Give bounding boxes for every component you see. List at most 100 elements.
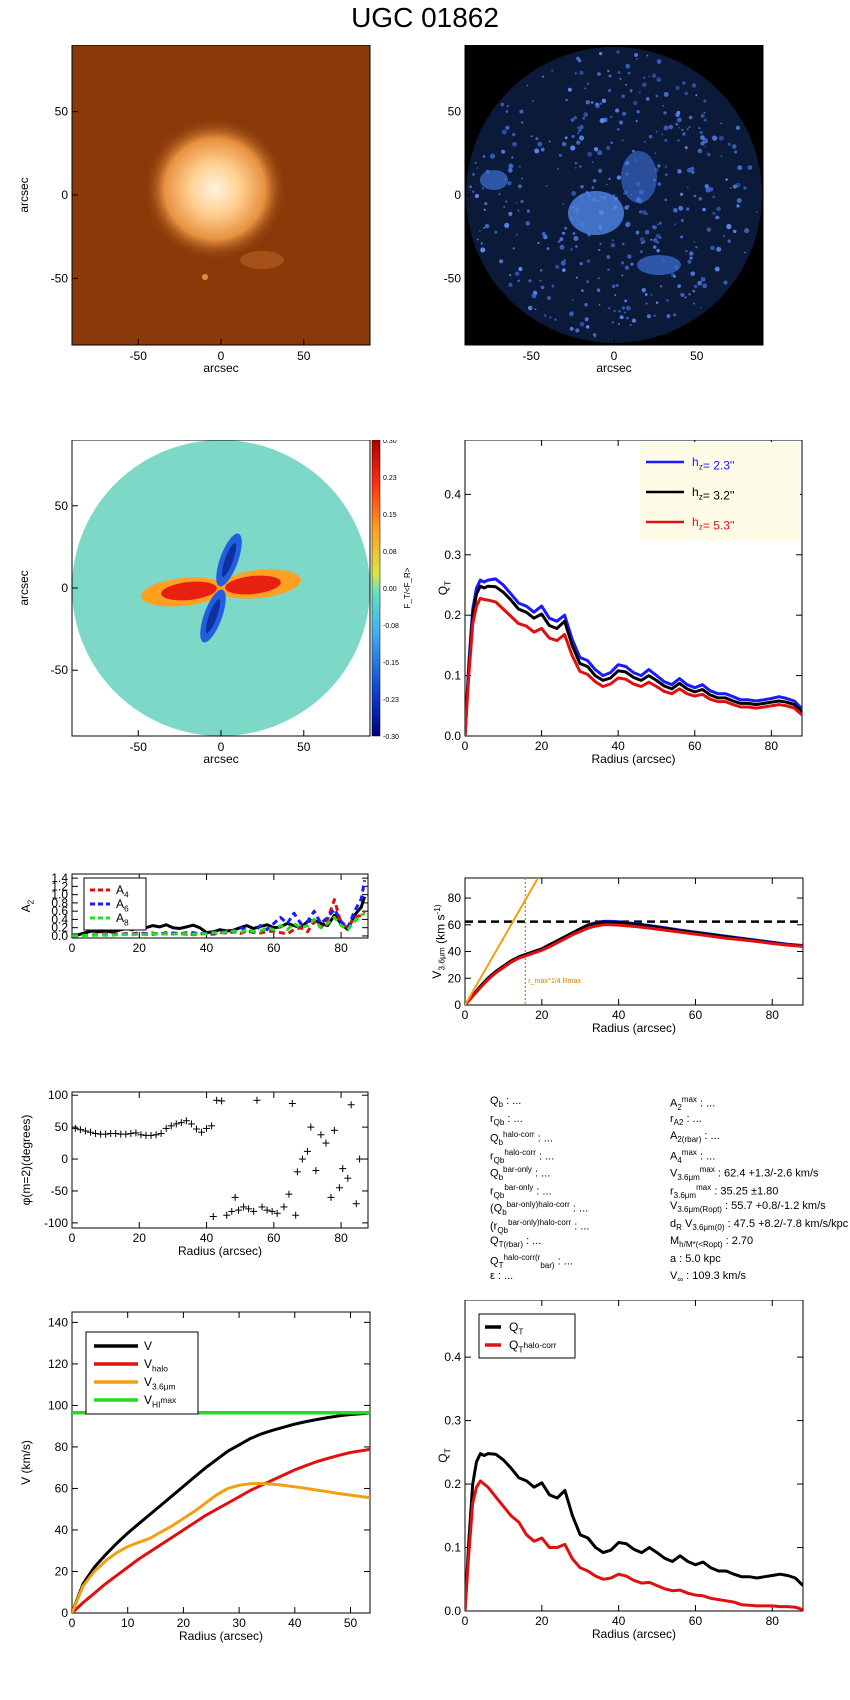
y-tick-label: 20 [55,1564,69,1578]
force-map-panel: -50 0 50 50 0 -50 arcsec arcsec 0.30 0.23 0.15 0.08… [17,440,412,766]
legend-label: A6 [116,897,129,914]
x-tick-label: 50 [344,1616,358,1630]
y-tick-label: 0.0 [444,1604,461,1618]
param-line: QThalo-corr(rbar) : ... [490,1252,573,1270]
phase-point [147,1131,155,1139]
x-tick-label: 80 [334,941,348,955]
phase-point [92,1130,100,1138]
phase-point [192,1125,200,1133]
rotation-decomposition-chart: 0 10 20 30 40 50 0 20 40 60 80 100 120 140 Radius (arc… [19,1311,371,1643]
y-axis-label: arcsec [17,177,31,212]
param-line: QT(rbar) : ... [490,1235,542,1250]
y-tick-label: 60 [448,918,462,932]
phase-point [218,1097,226,1105]
plot-frame [71,873,369,939]
x-tick-label: -50 [523,349,541,363]
x-tick-label: 60 [267,1231,281,1245]
y-tick-label: 0.6 [51,904,68,918]
phase-point [182,1117,190,1125]
residual-blob-4 [480,170,508,190]
x-axis-label: Radius (arcsec) [179,1629,263,1643]
x-tick-label: 0 [611,349,618,363]
series-line-v-halo [72,1447,370,1613]
param-line: (rQbbar-only)halo-corr : ... [490,1217,590,1235]
y-axis-label: V (km/s) [19,1440,33,1485]
x-tick-label: 40 [200,1231,214,1245]
phase-point [317,1131,325,1139]
y-axis-label: arcsec [17,570,31,605]
y-tick-label: 0.2 [444,1477,461,1491]
x-tick-label: 20 [535,1008,549,1022]
phase-point [335,1184,343,1192]
series-line-h-z-3-2- [465,584,802,736]
y-tick-label: 1.0 [51,888,68,902]
y-tick-label: 0 [61,1606,68,1620]
y-tick-label: 140 [48,1315,68,1329]
rotation-36-chart: 0 20 40 60 80 0 20 40 60 80 Radius (arcsec) V3.6μm … [430,877,804,1035]
phase-point [231,1193,239,1201]
phase-point [327,1193,335,1201]
y-tick-label: -50 [51,271,69,285]
residual-image-panel: -50 0 50 50 0 -50 arcsec [444,45,764,375]
param-line: r3.6μmmax : 35.25 ±1.80 [670,1182,779,1200]
x-tick-label: 10 [121,1616,135,1630]
phase-chart: 0 20 40 60 80 -100 -50 0 50 100 Radius (arcsec) φ(m… [19,1088,369,1258]
y-axis-label-group: A2 [19,899,36,912]
phase-point [253,1096,261,1104]
params-left-column: Qb : ... rQb : ... Qbhalo-corr : ... rQbhal… [490,1095,660,1288]
x-tick-label: 20 [177,1616,191,1630]
qt-hz-chart: 0 20 40 60 80 0.0 0.1 0.2 0.3 0.4 Radius (arcsec) Q… [436,440,803,766]
param-line: rQbhalo-corr : ... [490,1147,555,1165]
phase-point [87,1128,94,1136]
y-tick-label: 80 [448,891,462,905]
legend-label: A8 [116,911,129,928]
series-line-h-z-5-3- [465,596,802,736]
y-tick-label: -100 [44,1216,68,1230]
y-tick-label: -50 [51,663,69,677]
phase-point [228,1207,236,1215]
residual-blob-3 [637,255,681,275]
param-line: V3.6μm(Ropt) : 55.7 +0.8/-1.2 km/s [670,1200,826,1215]
y-axis-label: QT [436,581,453,595]
x-tick-label: 40 [612,1614,626,1628]
y-tick-label: 0 [61,581,68,595]
stellar-image-panel: -50 0 50 50 0 -50 arcsec arcsec [17,45,371,375]
phase-point [330,1126,338,1134]
colorbar-tick-label: 0.23 [383,475,397,482]
series-line-red [465,923,803,1005]
param-line: Qbhalo-corr : ... [490,1130,553,1147]
param-line: A2(rbar) : ... [670,1130,720,1145]
y-axis-label-group: V (km/s) [19,1440,33,1485]
qt-halo-chart: 0 20 40 60 80 0.0 0.1 0.2 0.3 0.4 Radius (arcsec) Q… [436,1300,804,1641]
phase-point [162,1124,170,1132]
phase-point [280,1203,288,1211]
colorbar-tick-label: 0.08 [383,549,397,556]
phase-point [288,1099,296,1107]
x-tick-label: 0 [462,739,469,753]
y-tick-label: 40 [55,1523,69,1537]
y-tick-label: 0.0 [51,929,68,943]
y-tick-label: 100 [48,1398,68,1412]
y-tick-label: 50 [55,105,69,119]
phase-point [127,1130,135,1138]
phase-point [258,1203,266,1211]
x-tick-label: 40 [612,739,626,753]
phase-point [198,1128,205,1136]
x-tick-label: 50 [690,349,704,363]
phase-point [203,1124,211,1132]
y-tick-label: 0.8 [51,896,68,910]
phase-point [157,1130,165,1138]
colorbar-tick-label: -0.08 [383,623,399,630]
y-tick-label: 0.2 [444,608,461,622]
param-line: V3.6μmmax : 62.4 +1.3/-2.6 km/s [670,1165,819,1182]
legend-label: VHImax [144,1393,177,1410]
x-tick-label: 20 [535,739,549,753]
x-tick-label: 60 [688,739,702,753]
x-axis-label: arcsec [596,361,631,375]
param-line: rQbbar-only : ... [490,1182,552,1200]
phase-point [293,1168,301,1176]
y-tick-label: -50 [51,1184,69,1198]
x-tick-label: 0 [218,740,225,754]
rmax-vline-label: r_max^1/4 Rmax [528,978,581,985]
param-line: Qb : ... [490,1095,522,1110]
